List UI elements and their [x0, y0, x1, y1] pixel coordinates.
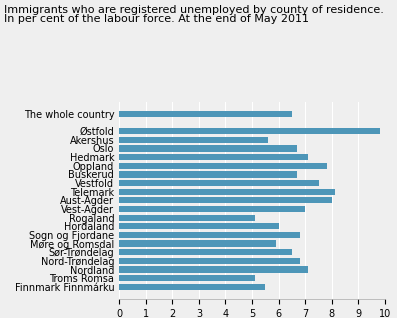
Text: Immigrants who are registered unemployed by county of residence.: Immigrants who are registered unemployed… [4, 5, 384, 15]
Bar [119, 180, 319, 186]
Bar [119, 275, 255, 281]
Bar [119, 266, 308, 273]
Bar [119, 206, 305, 212]
Bar [119, 232, 300, 238]
Bar [119, 145, 297, 152]
Bar [119, 111, 292, 117]
Bar [119, 284, 265, 290]
Bar [119, 223, 279, 229]
Bar [119, 171, 297, 177]
Bar [119, 197, 332, 204]
Bar [119, 215, 255, 221]
Bar [119, 258, 300, 264]
Bar [119, 240, 276, 247]
Text: In per cent of the labour force. At the end of May 2011: In per cent of the labour force. At the … [4, 14, 309, 24]
Bar [119, 137, 268, 143]
Bar [119, 189, 335, 195]
Bar [119, 249, 292, 255]
Bar [119, 154, 308, 160]
Bar [119, 162, 327, 169]
Bar [119, 128, 380, 134]
